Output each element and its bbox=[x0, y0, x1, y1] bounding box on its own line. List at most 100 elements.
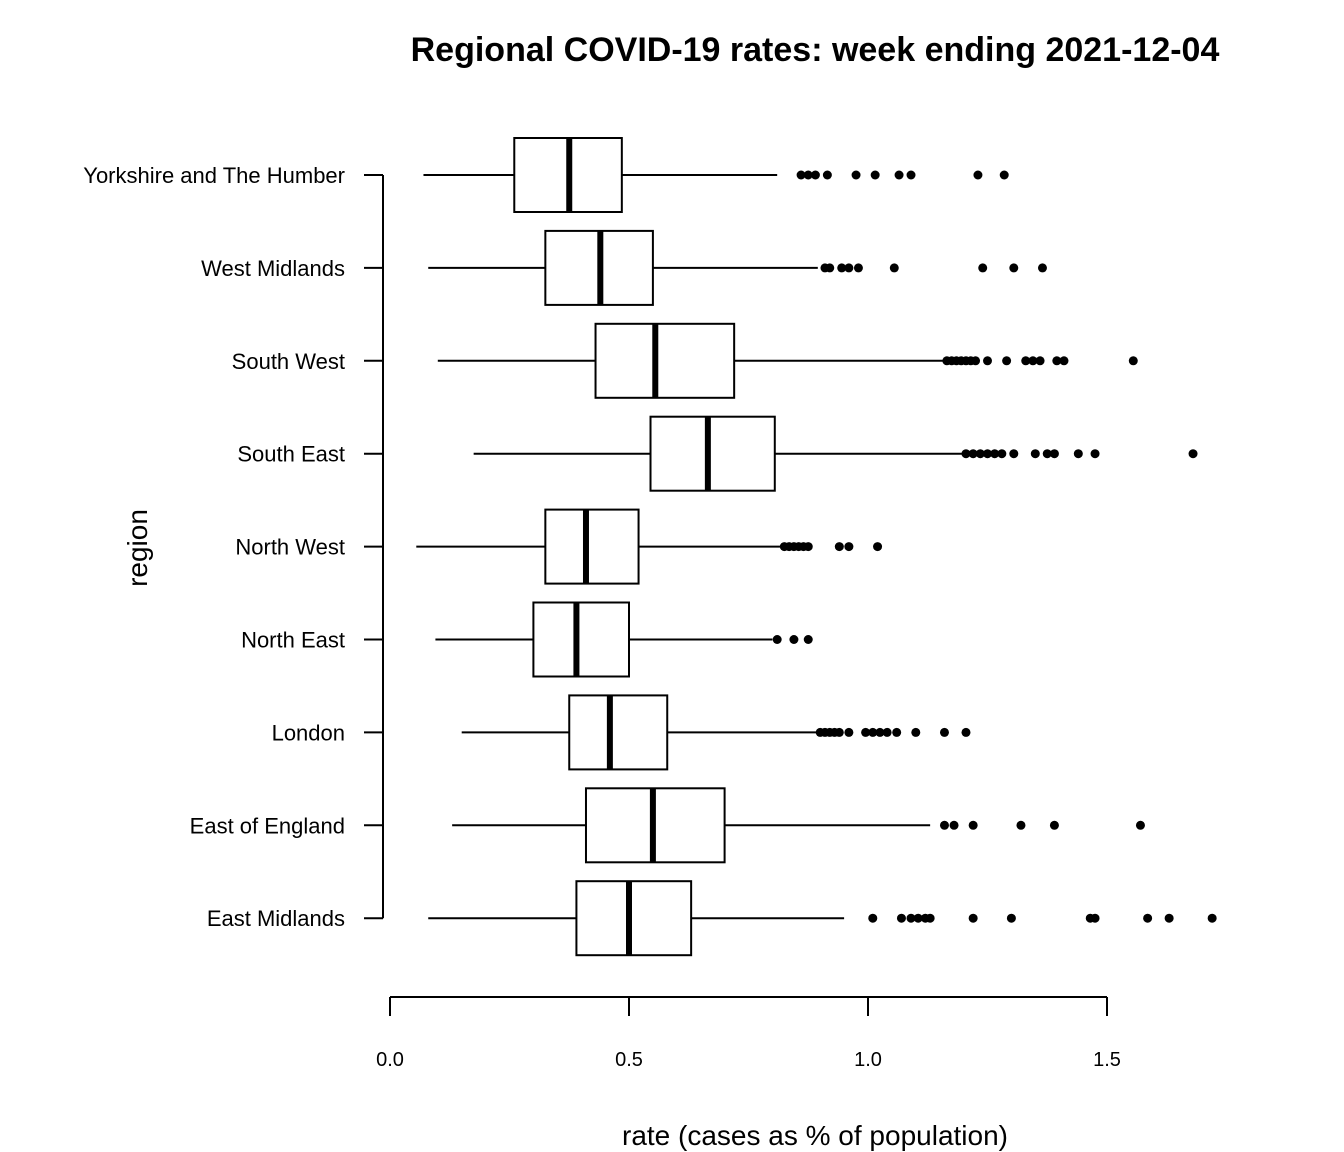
outlier-point bbox=[1016, 820, 1026, 830]
outlier-point bbox=[1002, 356, 1012, 366]
x-tick-label: 1.5 bbox=[1093, 1049, 1121, 1071]
outlier-point bbox=[861, 727, 871, 737]
outlier-point bbox=[1037, 263, 1047, 273]
chart-title: Regional COVID-19 rates: week ending 202… bbox=[411, 31, 1220, 69]
box-group bbox=[428, 880, 1217, 957]
outlier-point bbox=[1006, 913, 1016, 923]
y-axis: Yorkshire and The Humber West Midlands Sou… bbox=[83, 163, 384, 931]
outlier-point bbox=[1052, 356, 1062, 366]
outlier-point bbox=[978, 263, 988, 273]
x-tick-label: 1.0 bbox=[854, 1049, 882, 1071]
outlier-point bbox=[1021, 356, 1031, 366]
outlier-point bbox=[868, 727, 878, 737]
box-iqr bbox=[594, 322, 736, 399]
y-tick-label: South West bbox=[232, 349, 345, 374]
outlier-point bbox=[837, 263, 847, 273]
outlier-point bbox=[999, 170, 1009, 180]
y-tick-label: West Midlands bbox=[201, 256, 345, 281]
y-tick-label: Yorkshire and The Humber bbox=[83, 163, 345, 188]
outlier-point bbox=[875, 727, 885, 737]
outlier-point bbox=[939, 820, 949, 830]
outlier-point bbox=[1049, 820, 1059, 830]
box-iqr bbox=[532, 601, 631, 678]
outlier-point bbox=[975, 449, 985, 459]
outlier-point bbox=[1188, 449, 1198, 459]
y-tick-label: East Midlands bbox=[207, 906, 345, 931]
outlier-point bbox=[882, 727, 892, 737]
outlier-point bbox=[803, 170, 813, 180]
outlier-point bbox=[870, 170, 880, 180]
box-group bbox=[435, 601, 813, 678]
outlier-point bbox=[983, 356, 992, 366]
outlier-point bbox=[825, 263, 835, 273]
outlier-point bbox=[1049, 449, 1059, 459]
outlier-point bbox=[913, 913, 923, 923]
box-group bbox=[473, 415, 1198, 492]
y-tick-label: London bbox=[272, 720, 345, 745]
outlier-point bbox=[968, 820, 978, 830]
y-axis-title: region bbox=[122, 509, 153, 587]
y-tick-label: South East bbox=[237, 442, 345, 467]
box-group bbox=[452, 787, 1145, 864]
outlier-point bbox=[844, 542, 854, 552]
x-tick-label: 0.0 bbox=[376, 1049, 404, 1071]
outlier-point bbox=[834, 542, 844, 552]
x-tick-label: 0.5 bbox=[615, 1049, 643, 1071]
outlier-point bbox=[1090, 449, 1100, 459]
outlier-point bbox=[1009, 263, 1019, 273]
outlier-point bbox=[906, 170, 916, 180]
outlier-point bbox=[896, 913, 906, 923]
outlier-point bbox=[925, 913, 935, 923]
x-axis: 0.0 0.5 1.0 1.5 bbox=[376, 996, 1121, 1071]
plot-area bbox=[416, 137, 1217, 957]
outlier-point bbox=[853, 263, 863, 273]
outlier-point bbox=[789, 635, 799, 644]
outlier-point bbox=[1135, 820, 1145, 830]
outlier-point bbox=[1009, 449, 1019, 459]
outlier-point bbox=[810, 170, 820, 180]
outlier-point bbox=[1035, 356, 1045, 366]
outlier-point bbox=[1090, 913, 1100, 923]
outlier-point bbox=[939, 727, 949, 737]
outlier-point bbox=[961, 727, 971, 737]
outlier-point bbox=[868, 913, 878, 923]
box-group bbox=[461, 694, 971, 771]
outlier-point bbox=[1128, 356, 1138, 366]
outlier-point bbox=[772, 635, 782, 644]
outlier-point bbox=[906, 913, 916, 923]
outlier-point bbox=[911, 727, 921, 737]
outlier-point bbox=[968, 913, 978, 923]
outlier-point bbox=[803, 635, 813, 644]
y-tick-label: North East bbox=[241, 628, 345, 653]
x-axis-title: rate (cases as % of population) bbox=[622, 1120, 1008, 1151]
outlier-point bbox=[803, 542, 813, 552]
outlier-point bbox=[973, 170, 983, 180]
box-iqr bbox=[649, 415, 776, 492]
box-group bbox=[423, 137, 1009, 213]
outlier-point bbox=[851, 170, 861, 180]
outlier-point bbox=[1042, 449, 1052, 459]
box-iqr bbox=[575, 880, 693, 957]
outlier-point bbox=[1030, 449, 1040, 459]
box-iqr bbox=[568, 694, 669, 771]
outlier-point bbox=[971, 356, 981, 366]
y-tick-label: East of England bbox=[190, 813, 345, 838]
outlier-point bbox=[968, 449, 978, 459]
outlier-point bbox=[834, 727, 844, 737]
outlier-point bbox=[844, 263, 854, 273]
outlier-point bbox=[961, 449, 971, 459]
box-group bbox=[437, 322, 1138, 399]
outlier-point bbox=[983, 449, 992, 459]
box-group bbox=[428, 229, 1047, 306]
outlier-point bbox=[822, 170, 832, 180]
outlier-point bbox=[949, 820, 959, 830]
outlier-point bbox=[894, 170, 904, 180]
outlier-point bbox=[1143, 913, 1153, 923]
outlier-point bbox=[796, 170, 806, 180]
outlier-point bbox=[1073, 449, 1083, 459]
outlier-point bbox=[1059, 356, 1069, 366]
outlier-point bbox=[1207, 913, 1217, 923]
outlier-point bbox=[1164, 913, 1174, 923]
outlier-point bbox=[997, 449, 1007, 459]
